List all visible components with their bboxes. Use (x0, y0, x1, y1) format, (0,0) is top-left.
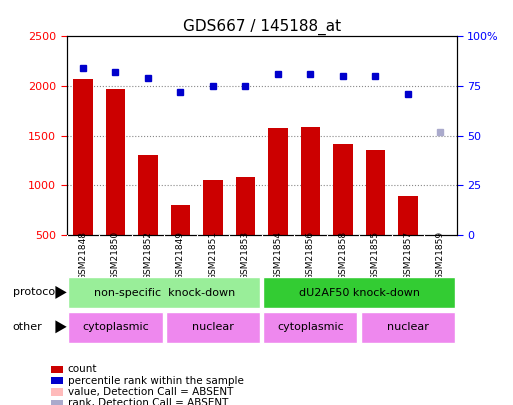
Text: GSM21856: GSM21856 (306, 230, 315, 280)
Bar (361, 311, 455, 343)
Text: percentile rank within the sample: percentile rank within the sample (68, 376, 244, 386)
Text: rank, Detection Call = ABSENT: rank, Detection Call = ABSENT (68, 399, 228, 405)
Text: nuclear: nuclear (192, 322, 234, 332)
Text: GSM21859: GSM21859 (436, 230, 445, 280)
Text: GSM21850: GSM21850 (111, 230, 120, 280)
Text: GSM21852: GSM21852 (144, 231, 152, 279)
Bar (68, 277, 260, 308)
Text: other: other (13, 322, 43, 332)
Text: GSM21848: GSM21848 (78, 231, 87, 279)
Text: non-specific  knock-down: non-specific knock-down (93, 288, 235, 298)
Bar (333, 144, 352, 235)
Text: cytoplasmic: cytoplasmic (82, 322, 149, 332)
Text: GSM21858: GSM21858 (339, 230, 347, 280)
Text: value, Detection Call = ABSENT: value, Detection Call = ABSENT (68, 387, 233, 397)
Bar (263, 311, 358, 343)
Bar (430, 235, 450, 279)
Bar (166, 311, 260, 343)
Text: nuclear: nuclear (387, 322, 429, 332)
Bar (301, 127, 320, 235)
Bar (235, 177, 255, 235)
Bar (203, 180, 223, 235)
Bar (73, 79, 93, 235)
Text: GSM21849: GSM21849 (176, 231, 185, 279)
Bar (263, 277, 455, 308)
Bar (366, 150, 385, 235)
Text: dU2AF50 knock-down: dU2AF50 knock-down (299, 288, 420, 298)
Text: protocol: protocol (13, 288, 58, 297)
Bar (268, 128, 288, 235)
Text: GSM21857: GSM21857 (403, 230, 412, 280)
Bar (171, 205, 190, 235)
Title: GDS667 / 145188_at: GDS667 / 145188_at (183, 19, 341, 35)
Bar (138, 155, 157, 235)
Text: GSM21855: GSM21855 (371, 230, 380, 280)
Text: count: count (68, 364, 97, 374)
Bar (68, 311, 163, 343)
Text: GSM21853: GSM21853 (241, 230, 250, 280)
Bar (106, 89, 125, 235)
Text: GSM21851: GSM21851 (208, 230, 218, 280)
Bar (398, 196, 418, 235)
Text: GSM21854: GSM21854 (273, 231, 282, 279)
Text: cytoplasmic: cytoplasmic (277, 322, 344, 332)
